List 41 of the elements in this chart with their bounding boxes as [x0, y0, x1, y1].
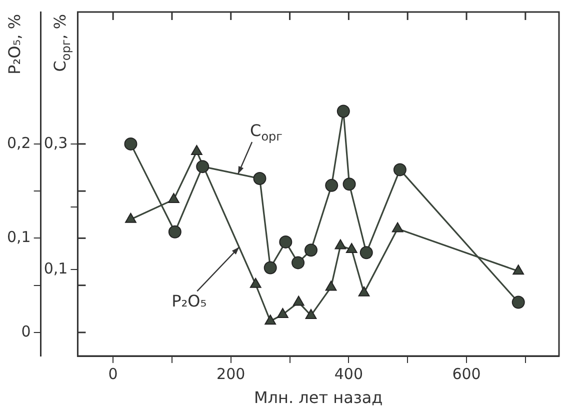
point	[279, 235, 292, 248]
x-tick-label: 400	[334, 364, 364, 383]
point	[305, 308, 317, 319]
point	[125, 212, 136, 223]
point	[358, 286, 370, 296]
point	[277, 308, 288, 318]
point	[392, 222, 404, 232]
point	[264, 314, 276, 325]
point	[264, 261, 277, 274]
point	[325, 178, 338, 192]
point	[346, 243, 358, 253]
x-tick-label: 600	[452, 364, 481, 383]
point	[342, 178, 356, 191]
y2-axis-title: Cорг, %	[50, 14, 74, 72]
point	[334, 239, 346, 250]
point	[292, 296, 304, 306]
point	[393, 163, 406, 176]
y-tick-label: 0,1	[6, 228, 31, 246]
y-tick-label: 0	[21, 322, 31, 340]
y2-tick-label: 0,1	[44, 260, 68, 278]
x-axis-title: Млн. лет назад	[254, 388, 383, 408]
point	[250, 278, 262, 288]
point	[360, 246, 373, 260]
point	[512, 296, 525, 309]
point	[304, 244, 318, 257]
y-axis-title: P₂O₅, %	[5, 14, 24, 74]
point	[168, 225, 182, 238]
point	[292, 256, 305, 270]
text: P₂O₅	[172, 291, 207, 310]
point	[325, 280, 337, 291]
x-tick-label: 0	[108, 364, 118, 383]
y-tick-label: 0,2	[6, 134, 31, 152]
point	[336, 104, 350, 118]
point	[168, 193, 180, 204]
point	[196, 160, 210, 174]
x-tick-label: 200	[216, 364, 246, 383]
point	[124, 137, 138, 150]
y2-tick-label: 0,3	[44, 134, 68, 152]
point	[512, 264, 524, 275]
point	[191, 144, 202, 155]
point	[253, 172, 266, 186]
